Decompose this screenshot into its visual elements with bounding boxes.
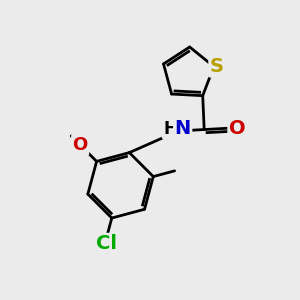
Text: O: O <box>229 118 245 138</box>
Text: H: H <box>163 120 177 138</box>
Text: O: O <box>73 136 88 154</box>
Text: S: S <box>210 57 224 76</box>
Text: N: N <box>175 119 191 138</box>
Text: Cl: Cl <box>96 234 117 253</box>
